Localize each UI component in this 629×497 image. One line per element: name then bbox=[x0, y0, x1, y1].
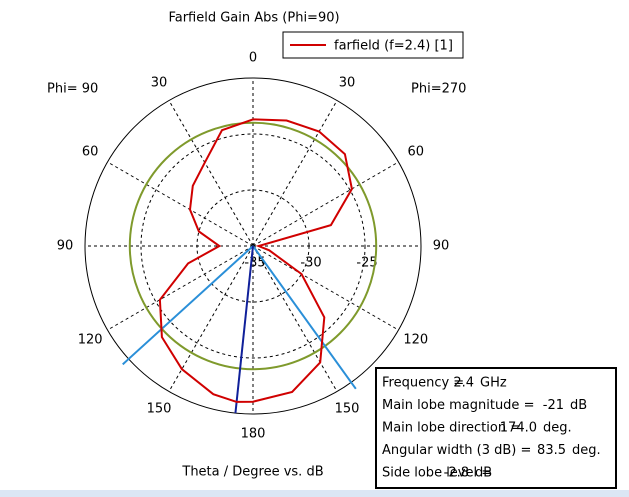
x-axis-label: Theta / Degree vs. dB bbox=[181, 465, 323, 480]
grid-line bbox=[252, 161, 399, 247]
info-value: -2.8 bbox=[444, 466, 469, 481]
grid-line bbox=[252, 245, 338, 392]
info-label: Main lobe direction = bbox=[382, 421, 521, 436]
r-tick-label: -35 bbox=[244, 256, 265, 271]
angle-tick-label: 120 bbox=[78, 333, 103, 348]
info-value: 83.5 bbox=[537, 443, 566, 458]
angle-tick-label: 180 bbox=[241, 427, 266, 442]
grid-line bbox=[252, 100, 338, 247]
info-label: Side lobe level = bbox=[382, 466, 492, 481]
angle-tick-label: 0 bbox=[249, 51, 257, 66]
grid-line bbox=[168, 245, 254, 392]
angle-tick-label: 60 bbox=[408, 145, 425, 160]
beam-width-line bbox=[252, 245, 357, 390]
info-unit: dB bbox=[475, 466, 492, 481]
chart-title: Farfield Gain Abs (Phi=90) bbox=[168, 11, 339, 26]
r-tick-label: -30 bbox=[300, 256, 321, 271]
half-power-circle bbox=[128, 121, 378, 371]
angle-tick-label: 30 bbox=[339, 76, 356, 91]
info-box bbox=[375, 367, 617, 489]
info-label: Main lobe magnitude = bbox=[382, 398, 534, 413]
outer-circle bbox=[84, 77, 422, 415]
angle-tick-label: 90 bbox=[433, 239, 450, 254]
info-unit: deg. bbox=[543, 421, 572, 436]
r-tick-label: -25 bbox=[356, 256, 377, 271]
info-label: Angular width (3 dB) = bbox=[382, 443, 531, 458]
info-label: Frequency = bbox=[382, 376, 464, 391]
right-label: Phi=270 bbox=[411, 82, 466, 97]
main-lobe-line bbox=[234, 245, 254, 414]
legend-label: farfield (f=2.4) [1] bbox=[334, 39, 453, 54]
angle-tick-label: 150 bbox=[147, 401, 172, 416]
angle-tick-label: 60 bbox=[82, 145, 99, 160]
grid-circle bbox=[140, 133, 366, 359]
info-unit: deg. bbox=[572, 443, 601, 458]
bottom-strip bbox=[0, 490, 629, 497]
grid-line bbox=[168, 100, 254, 247]
beam-width-line bbox=[122, 245, 254, 366]
grid-line bbox=[252, 245, 399, 331]
info-value: 174.0 bbox=[500, 421, 537, 436]
info-unit: dB bbox=[570, 398, 587, 413]
angle-tick-label: 150 bbox=[335, 401, 360, 416]
grid-line bbox=[107, 161, 254, 247]
angle-tick-label: 120 bbox=[403, 333, 428, 348]
plot-area: -35 -30 -25 0 30 30 60 60 90 90 120 120 150 150 180 bbox=[57, 51, 450, 442]
info-unit: GHz bbox=[480, 376, 507, 391]
info-value: -21 bbox=[543, 398, 564, 413]
left-label: Phi= 90 bbox=[47, 82, 98, 97]
series-line bbox=[158, 118, 353, 403]
info-value: 2.4 bbox=[453, 376, 474, 391]
angle-tick-label: 30 bbox=[151, 76, 168, 91]
grid-line bbox=[107, 245, 254, 331]
angle-tick-label: 90 bbox=[57, 239, 74, 254]
